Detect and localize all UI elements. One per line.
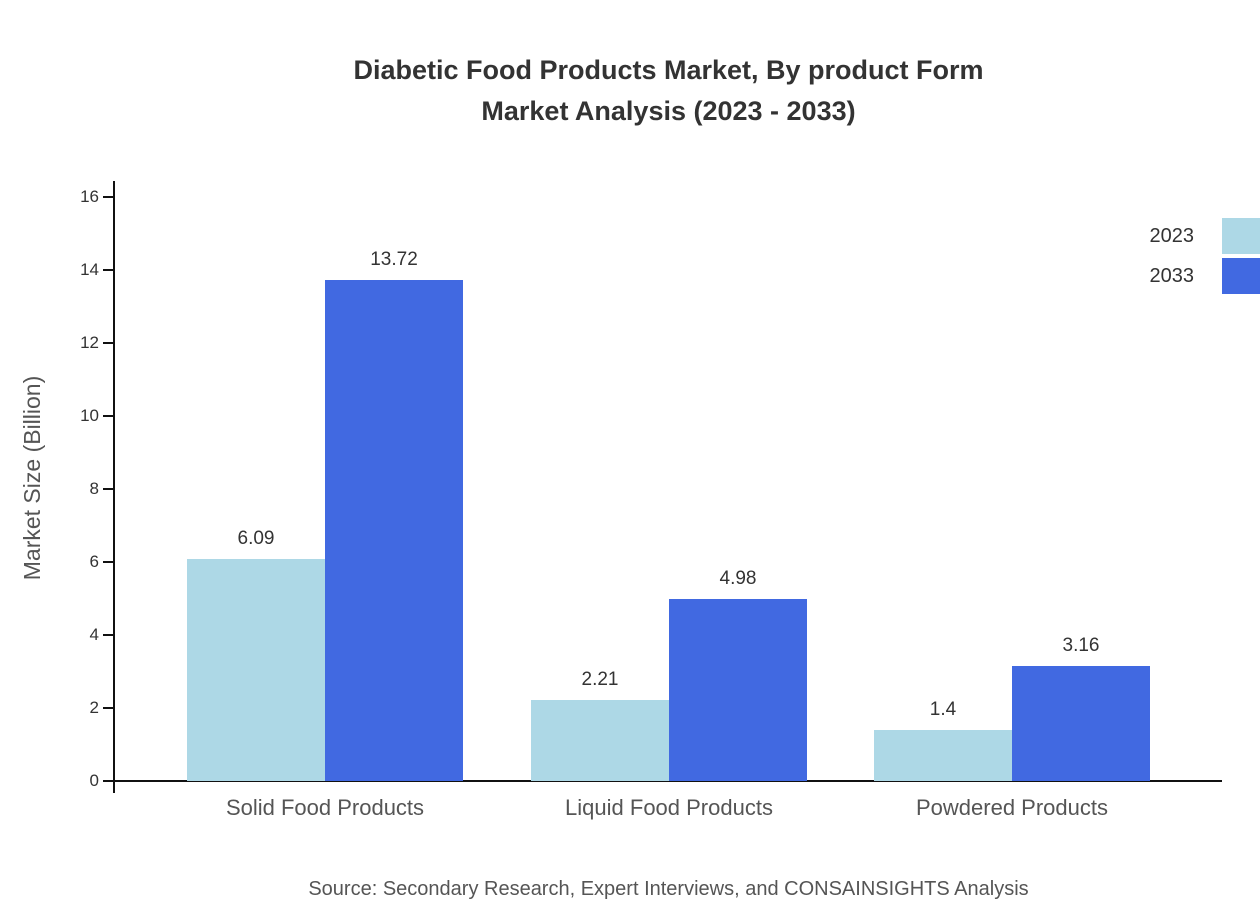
y-tick-mark: [103, 342, 113, 344]
y-tick-label: 6: [89, 552, 99, 571]
y-tick-mark: [103, 269, 113, 271]
chart-title-line2: Market Analysis (2023 - 2033): [481, 96, 856, 126]
y-tick-label: 12: [80, 333, 99, 352]
y-tick-label: 8: [89, 479, 99, 498]
legend-label: 2033: [1149, 264, 1195, 287]
bar-value-label: 3.16: [1062, 635, 1100, 656]
legend-label: 2023: [1149, 224, 1195, 247]
y-tick-label: 10: [80, 406, 99, 425]
bar-2033: [325, 280, 463, 781]
y-tick-mark: [103, 561, 113, 563]
y-axis-line: [113, 181, 115, 793]
bar-2033: [669, 599, 807, 781]
bar-value-label: 4.98: [719, 568, 757, 589]
chart-title-line1: Diabetic Food Products Market, By produc…: [353, 55, 984, 85]
y-tick-label: 0: [89, 771, 99, 790]
bar-value-label: 2.21: [581, 669, 619, 690]
legend-item: 2023: [1150, 218, 1260, 254]
y-tick-mark: [103, 634, 113, 636]
y-tick-label: 16: [80, 187, 99, 206]
bar-2033: [1012, 666, 1150, 781]
x-category-label: Liquid Food Products: [565, 795, 773, 820]
y-tick-mark: [103, 196, 113, 198]
source-note: Source: Secondary Research, Expert Inter…: [308, 878, 1029, 900]
y-tick-mark: [103, 707, 113, 709]
bar-2023: [874, 730, 1012, 781]
bar-value-label: 6.09: [237, 528, 275, 549]
y-tick-label: 14: [80, 260, 99, 279]
y-tick-mark: [103, 415, 113, 417]
bar-2023: [187, 559, 325, 781]
y-tick-mark: [103, 488, 113, 490]
legend: 2023 2033: [1150, 218, 1260, 298]
x-category-label: Solid Food Products: [225, 795, 425, 820]
x-axis-line: [103, 780, 1222, 782]
y-tick-mark: [103, 780, 113, 782]
bar-value-label: 1.4: [929, 699, 957, 720]
chart-title: Diabetic Food Products Market, By produc…: [115, 50, 1222, 132]
x-category-label: Powdered Products: [916, 795, 1108, 820]
legend-item: 2033: [1150, 258, 1260, 294]
legend-swatch: [1222, 258, 1260, 294]
legend-swatch: [1222, 218, 1260, 254]
y-tick-label: 2: [89, 698, 99, 717]
bar-2023: [531, 700, 669, 781]
bar-value-label: 13.72: [370, 249, 418, 270]
y-tick-label: 4: [89, 625, 99, 644]
